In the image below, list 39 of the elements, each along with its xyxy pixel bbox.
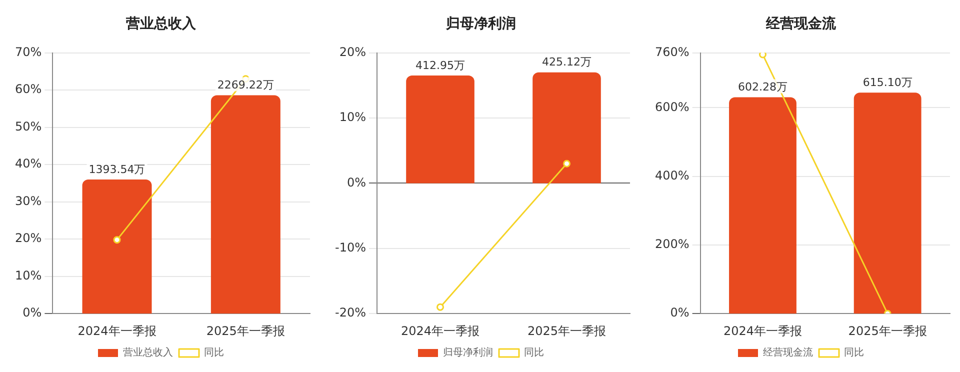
legend-label: 同比 <box>524 346 544 359</box>
chart-title: 归母净利润 <box>445 15 516 32</box>
x-tick-label: 2025年一季报 <box>848 324 927 338</box>
data-label: 1393.54万 <box>88 162 146 176</box>
text: 20% <box>339 44 366 59</box>
data-label: 2269.22万 <box>217 78 274 92</box>
legend-label: 归母净利润 <box>443 346 493 359</box>
text: 30% <box>15 194 42 208</box>
data-label: 412.95万 <box>416 58 465 72</box>
data-label: 425.12万 <box>542 56 592 69</box>
text: 20% <box>15 231 42 246</box>
legend-label: 同比 <box>844 346 864 359</box>
x-tick-label: 2025年一季报 <box>206 324 285 338</box>
text: 10% <box>339 110 366 124</box>
text: 0% <box>346 175 366 190</box>
text: 400% <box>654 168 690 182</box>
text: 0% <box>22 306 42 320</box>
x-tick-label: 2024年一季报 <box>78 324 156 338</box>
text: 70% <box>15 44 42 59</box>
text: 60% <box>15 82 42 96</box>
legend-label: 营业总收入 <box>123 346 173 359</box>
text: 600% <box>654 100 690 114</box>
data-label: 615.10万 <box>862 76 912 89</box>
data-label: 602.28万 <box>738 80 788 94</box>
legend-label: 同比 <box>204 346 224 359</box>
text: 50% <box>15 119 42 134</box>
text: 10% <box>15 268 42 282</box>
legend-label: 经营现金流 <box>763 346 813 359</box>
text: -20% <box>334 306 366 320</box>
text: 40% <box>15 156 42 171</box>
x-tick-label: 2025年一季报 <box>527 324 606 338</box>
text: 760% <box>654 44 690 59</box>
chart-title: 经营现金流 <box>765 15 837 32</box>
text: 200% <box>654 237 690 252</box>
x-tick-label: 2024年一季报 <box>400 324 480 338</box>
text: 0% <box>670 306 690 320</box>
chart-title: 营业总收入 <box>125 16 197 32</box>
x-tick-label: 2024年一季报 <box>723 324 802 338</box>
text: -10% <box>334 240 366 255</box>
